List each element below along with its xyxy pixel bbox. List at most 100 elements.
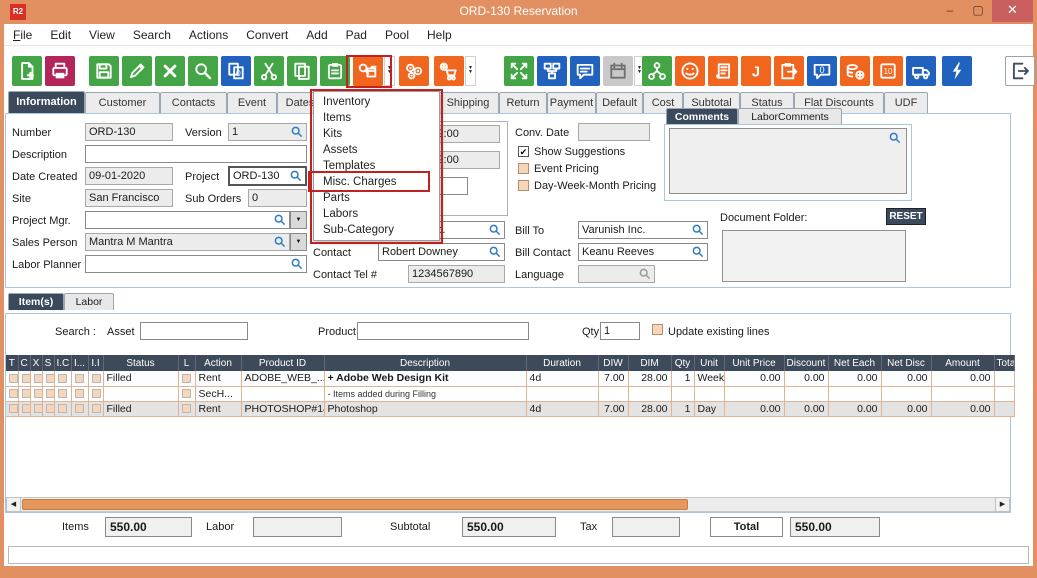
- customer-smiley-button[interactable]: [675, 56, 705, 86]
- delete-button[interactable]: [155, 56, 185, 86]
- row-checkbox[interactable]: [75, 373, 84, 383]
- menu-item-inventory[interactable]: Inventory: [323, 96, 371, 108]
- col-header-i-i[interactable]: I.I: [88, 355, 104, 371]
- print-button[interactable]: [45, 56, 75, 86]
- tab-labor[interactable]: Labor: [64, 293, 114, 310]
- paste-button[interactable]: [320, 56, 350, 86]
- day-week-month-pricing-checkbox[interactable]: [518, 180, 529, 191]
- scroll-right-button[interactable]: ▶: [995, 497, 1010, 512]
- col-header-description[interactable]: Description: [324, 355, 527, 371]
- close-button[interactable]: ✕: [992, 0, 1033, 22]
- col-header-l[interactable]: L: [178, 355, 196, 371]
- row-checkbox[interactable]: [182, 404, 191, 414]
- col-header-c[interactable]: C: [18, 355, 31, 371]
- row-checkbox[interactable]: [9, 373, 17, 383]
- row-checkbox[interactable]: [91, 389, 101, 399]
- col-header-amount[interactable]: Amount: [931, 355, 995, 371]
- row-checkbox[interactable]: [58, 389, 67, 399]
- row-checkbox[interactable]: [45, 389, 53, 399]
- tab-contacts[interactable]: Contacts: [160, 92, 227, 113]
- menu-item-kits[interactable]: Kits: [323, 128, 343, 140]
- tab-customer[interactable]: Customer: [85, 92, 160, 113]
- row-checkbox[interactable]: [182, 373, 191, 383]
- menu-item-assets[interactable]: Assets: [323, 144, 358, 156]
- exit-button[interactable]: [1005, 56, 1035, 86]
- search-button[interactable]: [188, 56, 218, 86]
- document-folder-box[interactable]: [722, 230, 906, 282]
- sales-person-dropdown-button[interactable]: ▼: [290, 233, 307, 251]
- purchase-order-cart-dropdown-arrow[interactable]: ▼ ▼: [465, 56, 476, 86]
- grid-row[interactable]: Filled Rent PHOTOSHOP#14 Photoshop 4d 7.00 28.…: [6, 401, 1015, 417]
- project-field[interactable]: ORD-130: [228, 166, 307, 186]
- menu-item-view[interactable]: View: [89, 27, 115, 42]
- row-checkbox[interactable]: [75, 404, 84, 414]
- tab-cost[interactable]: Cost: [643, 92, 683, 113]
- col-header-total[interactable]: Total: [994, 355, 1015, 371]
- event-pricing-checkbox[interactable]: [518, 163, 529, 174]
- col-header-s[interactable]: S: [42, 355, 55, 371]
- purchase-order-cart-button[interactable]: [434, 56, 464, 86]
- col-header-t[interactable]: T: [6, 355, 19, 371]
- tab-default[interactable]: Default: [596, 92, 643, 113]
- col-header-i[interactable]: I...: [71, 355, 89, 371]
- tab-udf[interactable]: UDF: [884, 92, 928, 113]
- menu-item-actions[interactable]: Actions: [188, 27, 229, 42]
- menu-item-convert[interactable]: Convert: [246, 27, 289, 42]
- qty-input[interactable]: 1: [600, 322, 640, 340]
- description-field[interactable]: [85, 145, 307, 163]
- tab-return[interactable]: Return: [499, 92, 547, 113]
- copy-button[interactable]: [287, 56, 317, 86]
- col-header-qty[interactable]: Qty: [671, 355, 695, 371]
- expand-button[interactable]: [504, 56, 534, 86]
- update-existing-checkbox[interactable]: [652, 324, 663, 335]
- menu-item-file[interactable]: File: [13, 27, 33, 42]
- row-checkbox[interactable]: [45, 373, 53, 383]
- row-checkbox[interactable]: [9, 389, 17, 399]
- minimize-button[interactable]: –: [946, 3, 954, 17]
- inventory-search-button[interactable]: [353, 56, 383, 86]
- row-checkbox[interactable]: [91, 373, 101, 383]
- tab-shipping[interactable]: Shipping: [437, 92, 499, 113]
- col-header-diw[interactable]: DIW: [598, 355, 629, 371]
- contact-field[interactable]: Robert Downey: [378, 243, 505, 261]
- menu-item-add[interactable]: Add: [306, 27, 328, 42]
- tab-event[interactable]: Event: [227, 92, 277, 113]
- invoice-scroll-button[interactable]: [708, 56, 738, 86]
- delivery-truck-button[interactable]: [906, 56, 936, 86]
- version-field[interactable]: 1: [228, 123, 307, 141]
- message-button[interactable]: [570, 56, 600, 86]
- row-checkbox[interactable]: [45, 404, 53, 414]
- menu-item-items[interactable]: Items: [323, 112, 352, 124]
- menu-item-pool[interactable]: Pool: [384, 27, 410, 42]
- show-suggestions-checkbox[interactable]: ✔: [518, 146, 529, 157]
- tab-subtotal[interactable]: Subtotal: [683, 92, 740, 113]
- calendar-button[interactable]: [603, 56, 633, 86]
- row-checkbox[interactable]: [91, 404, 101, 414]
- org-chart-button[interactable]: [537, 56, 567, 86]
- scrollbar-thumb[interactable]: [22, 499, 688, 510]
- menu-item-sub-category[interactable]: Sub-Category: [323, 224, 394, 236]
- row-checkbox[interactable]: [58, 404, 67, 414]
- row-checkbox[interactable]: [182, 389, 191, 399]
- menu-item-help[interactable]: Help: [427, 27, 452, 42]
- col-header-net-disc[interactable]: Net Disc: [881, 355, 932, 371]
- col-header-unit-price[interactable]: Unit Price: [724, 355, 785, 371]
- col-header-duration[interactable]: Duration: [526, 355, 599, 371]
- row-checkbox[interactable]: [21, 373, 29, 383]
- lightning-button[interactable]: [942, 56, 972, 86]
- inventory-search-dropdown-arrow[interactable]: ▼ ▼: [384, 56, 395, 86]
- project-mgr-field[interactable]: [85, 211, 290, 229]
- row-checkbox[interactable]: [33, 389, 41, 399]
- row-checkbox[interactable]: [58, 373, 67, 383]
- scroll-left-button[interactable]: ◀: [6, 497, 21, 512]
- labor-planner-field[interactable]: [85, 255, 307, 273]
- col-header-i-c[interactable]: I.C: [54, 355, 72, 371]
- journal-button[interactable]: J: [741, 56, 771, 86]
- contact-tel-field[interactable]: 1234567890: [408, 265, 505, 283]
- hierarchy-button[interactable]: [642, 56, 672, 86]
- reset-button[interactable]: RESET: [886, 208, 926, 225]
- tab-flat-discounts[interactable]: Flat Discounts: [794, 92, 884, 113]
- project-mgr-dropdown-button[interactable]: ▼: [290, 211, 307, 229]
- row-checkbox[interactable]: [9, 404, 17, 414]
- coins-add-button[interactable]: [840, 56, 870, 86]
